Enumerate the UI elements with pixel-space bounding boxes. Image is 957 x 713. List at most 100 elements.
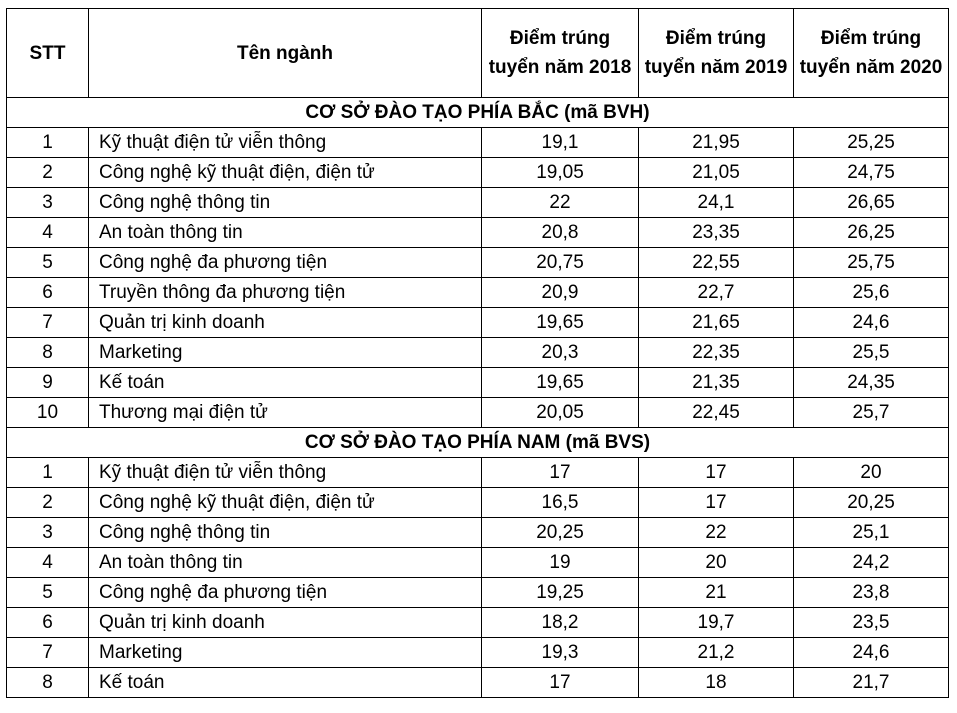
cell-score-2019: 22,35 bbox=[638, 337, 794, 368]
table-body: CƠ SỞ ĐÀO TẠO PHÍA BẮC (mã BVH) 1 Kỹ thuật… bbox=[6, 97, 949, 698]
cell-score-2018: 19 bbox=[481, 547, 639, 578]
section-title: CƠ SỞ ĐÀO TẠO PHÍA NAM (mã BVS) bbox=[6, 427, 949, 458]
cell-score-2018: 20,8 bbox=[481, 217, 639, 248]
cell-stt: 8 bbox=[6, 337, 89, 368]
cell-major-name: Kế toán bbox=[88, 667, 482, 698]
cell-score-2020: 24,35 bbox=[793, 367, 949, 398]
table-row: 5 Công nghệ đa phương tiện 20,75 22,55 25,75 bbox=[6, 247, 949, 278]
header-2019: Điểm trúng tuyển năm 2019 bbox=[638, 8, 794, 98]
cell-score-2018: 19,65 bbox=[481, 307, 639, 338]
cell-major-name: Kỹ thuật điện tử viễn thông bbox=[88, 127, 482, 158]
cell-score-2018: 20,75 bbox=[481, 247, 639, 278]
cell-score-2019: 22 bbox=[638, 517, 794, 548]
cell-stt: 6 bbox=[6, 277, 89, 308]
cell-score-2019: 22,7 bbox=[638, 277, 794, 308]
cell-stt: 4 bbox=[6, 547, 89, 578]
header-2020: Điểm trúng tuyển năm 2020 bbox=[793, 8, 949, 98]
admission-scores-table: STT Tên ngành Điểm trúng tuyển năm 2018 … bbox=[6, 8, 949, 698]
cell-score-2020: 23,5 bbox=[793, 607, 949, 638]
cell-major-name: Truyền thông đa phương tiện bbox=[88, 277, 482, 308]
cell-stt: 1 bbox=[6, 457, 89, 488]
section-row: CƠ SỞ ĐÀO TẠO PHÍA BẮC (mã BVH) bbox=[6, 97, 949, 128]
table-row: 2 Công nghệ kỹ thuật điện, điện tử 19,05 21… bbox=[6, 157, 949, 188]
table-row: 7 Quản trị kinh doanh 19,65 21,65 24,6 bbox=[6, 307, 949, 338]
cell-stt: 4 bbox=[6, 217, 89, 248]
cell-stt: 5 bbox=[6, 577, 89, 608]
cell-score-2020: 24,6 bbox=[793, 307, 949, 338]
cell-stt: 2 bbox=[6, 487, 89, 518]
cell-score-2020: 26,25 bbox=[793, 217, 949, 248]
cell-score-2020: 25,25 bbox=[793, 127, 949, 158]
table-row: 6 Truyền thông đa phương tiện 20,9 22,7 25,6 bbox=[6, 277, 949, 308]
cell-stt: 1 bbox=[6, 127, 89, 158]
table-row: 5 Công nghệ đa phương tiện 19,25 21 23,8 bbox=[6, 577, 949, 608]
table-row: 8 Marketing 20,3 22,35 25,5 bbox=[6, 337, 949, 368]
header-stt: STT bbox=[6, 8, 89, 98]
cell-score-2018: 20,3 bbox=[481, 337, 639, 368]
cell-score-2020: 25,5 bbox=[793, 337, 949, 368]
cell-score-2019: 22,45 bbox=[638, 397, 794, 428]
cell-score-2018: 19,25 bbox=[481, 577, 639, 608]
cell-stt: 10 bbox=[6, 397, 89, 428]
cell-score-2019: 21,05 bbox=[638, 157, 794, 188]
cell-score-2018: 19,3 bbox=[481, 637, 639, 668]
table-row: 9 Kế toán 19,65 21,35 24,35 bbox=[6, 367, 949, 398]
cell-score-2019: 19,7 bbox=[638, 607, 794, 638]
cell-score-2020: 24,6 bbox=[793, 637, 949, 668]
cell-score-2019: 21,95 bbox=[638, 127, 794, 158]
cell-score-2018: 19,05 bbox=[481, 157, 639, 188]
cell-score-2020: 25,75 bbox=[793, 247, 949, 278]
cell-score-2018: 17 bbox=[481, 457, 639, 488]
cell-score-2020: 24,2 bbox=[793, 547, 949, 578]
cell-score-2020: 25,6 bbox=[793, 277, 949, 308]
cell-major-name: Công nghệ đa phương tiện bbox=[88, 577, 482, 608]
cell-score-2020: 21,7 bbox=[793, 667, 949, 698]
cell-stt: 7 bbox=[6, 307, 89, 338]
cell-score-2020: 25,1 bbox=[793, 517, 949, 548]
table-row: 10 Thương mại điện tử 20,05 22,45 25,7 bbox=[6, 397, 949, 428]
cell-stt: 8 bbox=[6, 667, 89, 698]
table-row: 2 Công nghệ kỹ thuật điện, điện tử 16,5 17 2… bbox=[6, 487, 949, 518]
cell-major-name: Công nghệ đa phương tiện bbox=[88, 247, 482, 278]
cell-score-2019: 22,55 bbox=[638, 247, 794, 278]
cell-stt: 9 bbox=[6, 367, 89, 398]
cell-score-2019: 21,35 bbox=[638, 367, 794, 398]
cell-stt: 3 bbox=[6, 187, 89, 218]
cell-major-name: Quản trị kinh doanh bbox=[88, 307, 482, 338]
table-row: 1 Kỹ thuật điện tử viễn thông 17 17 20 bbox=[6, 457, 949, 488]
cell-score-2018: 18,2 bbox=[481, 607, 639, 638]
table-row: 4 An toàn thông tin 20,8 23,35 26,25 bbox=[6, 217, 949, 248]
cell-major-name: Công nghệ thông tin bbox=[88, 517, 482, 548]
cell-score-2018: 17 bbox=[481, 667, 639, 698]
cell-major-name: Công nghệ kỹ thuật điện, điện tử bbox=[88, 157, 482, 188]
cell-score-2020: 20,25 bbox=[793, 487, 949, 518]
cell-score-2019: 23,35 bbox=[638, 217, 794, 248]
cell-major-name: Marketing bbox=[88, 337, 482, 368]
cell-score-2018: 20,25 bbox=[481, 517, 639, 548]
header-name: Tên ngành bbox=[88, 8, 482, 98]
cell-score-2019: 18 bbox=[638, 667, 794, 698]
section-title: CƠ SỞ ĐÀO TẠO PHÍA BẮC (mã BVH) bbox=[6, 97, 949, 128]
table-row: 1 Kỹ thuật điện tử viễn thông 19,1 21,95 25,… bbox=[6, 127, 949, 158]
cell-score-2019: 21 bbox=[638, 577, 794, 608]
cell-stt: 2 bbox=[6, 157, 89, 188]
cell-score-2018: 22 bbox=[481, 187, 639, 218]
cell-score-2019: 21,2 bbox=[638, 637, 794, 668]
header-row: STT Tên ngành Điểm trúng tuyển năm 2018 … bbox=[6, 8, 949, 98]
cell-major-name: Kỹ thuật điện tử viễn thông bbox=[88, 457, 482, 488]
cell-stt: 6 bbox=[6, 607, 89, 638]
table-row: 6 Quản trị kinh doanh 18,2 19,7 23,5 bbox=[6, 607, 949, 638]
cell-score-2018: 20,05 bbox=[481, 397, 639, 428]
cell-score-2018: 20,9 bbox=[481, 277, 639, 308]
header-2018: Điểm trúng tuyển năm 2018 bbox=[481, 8, 639, 98]
table-header: STT Tên ngành Điểm trúng tuyển năm 2018 … bbox=[6, 8, 949, 98]
cell-score-2018: 16,5 bbox=[481, 487, 639, 518]
cell-score-2019: 17 bbox=[638, 487, 794, 518]
cell-score-2018: 19,1 bbox=[481, 127, 639, 158]
cell-stt: 7 bbox=[6, 637, 89, 668]
cell-stt: 3 bbox=[6, 517, 89, 548]
cell-score-2020: 26,65 bbox=[793, 187, 949, 218]
cell-major-name: Thương mại điện tử bbox=[88, 397, 482, 428]
table-row: 4 An toàn thông tin 19 20 24,2 bbox=[6, 547, 949, 578]
cell-score-2020: 23,8 bbox=[793, 577, 949, 608]
